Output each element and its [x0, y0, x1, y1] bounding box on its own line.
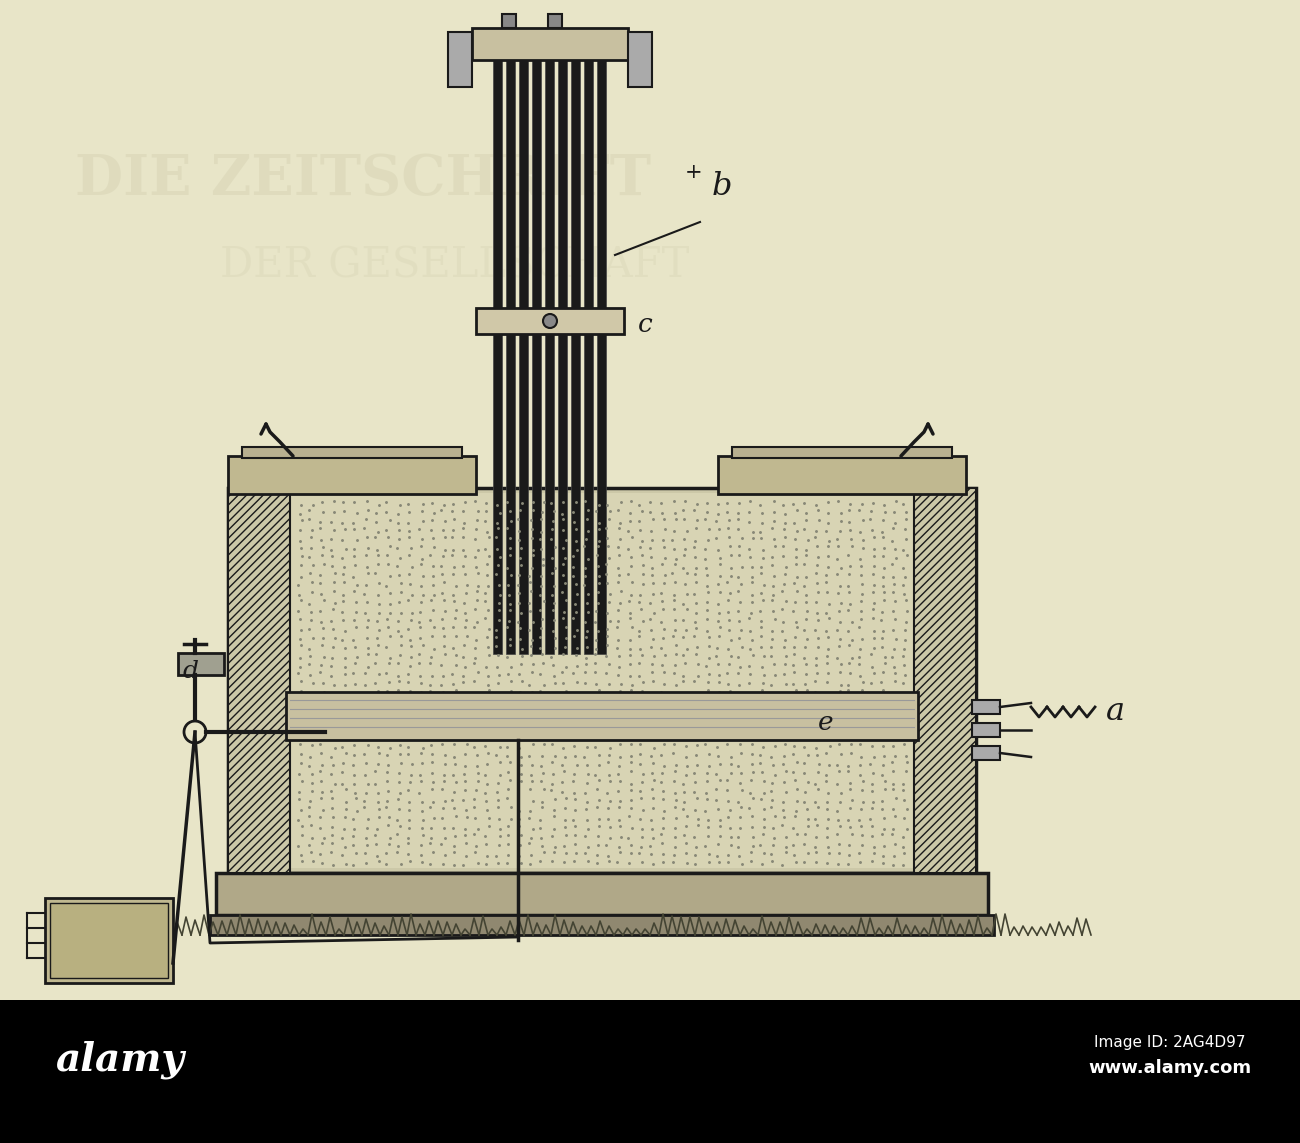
Bar [558, 59, 567, 330]
Bar [972, 746, 1000, 760]
Bar [597, 59, 606, 330]
Bar [242, 447, 462, 458]
Bar [506, 334, 515, 654]
Bar [584, 59, 593, 330]
Bar [545, 334, 554, 654]
Bar [972, 724, 1000, 737]
Bar [532, 334, 541, 654]
Bar [597, 334, 606, 654]
Bar [506, 59, 515, 330]
Bar [476, 307, 624, 334]
Text: www.alamy.com: www.alamy.com [1088, 1060, 1252, 1077]
Bar [545, 59, 554, 330]
Bar [472, 27, 628, 59]
Bar [558, 334, 567, 654]
Bar [914, 488, 976, 873]
Bar [519, 59, 528, 330]
Bar [227, 456, 476, 494]
Text: d: d [183, 661, 199, 684]
Bar [46, 898, 173, 983]
Text: c: c [638, 312, 653, 337]
Bar [493, 334, 502, 654]
Bar [211, 916, 994, 935]
Bar [49, 903, 168, 978]
Text: DER GESELLSCHAFT: DER GESELLSCHAFT [220, 245, 689, 287]
Text: a: a [1106, 696, 1124, 727]
Text: +: + [685, 163, 702, 182]
Bar [286, 692, 918, 740]
Text: Image ID: 2AG4D97: Image ID: 2AG4D97 [1095, 1034, 1245, 1049]
Bar [519, 334, 528, 654]
Bar [493, 59, 502, 330]
Text: e: e [818, 710, 833, 735]
Bar [972, 700, 1000, 714]
Bar [216, 873, 988, 916]
Bar [584, 334, 593, 654]
Text: DIE ZEITSCHRIFT: DIE ZEITSCHRIFT [75, 152, 651, 207]
Bar [571, 334, 580, 654]
Bar [290, 493, 914, 868]
Bar [532, 59, 541, 330]
Bar [502, 14, 516, 27]
Bar [0, 1000, 1300, 1143]
Bar [227, 488, 976, 873]
Circle shape [543, 314, 556, 328]
Bar [448, 32, 472, 87]
Bar [227, 488, 290, 873]
Bar [718, 456, 966, 494]
Text: alamy: alamy [55, 1041, 185, 1079]
Text: b: b [712, 171, 732, 202]
Bar [549, 14, 562, 27]
Bar [732, 447, 952, 458]
Bar [628, 32, 653, 87]
Bar [571, 59, 580, 330]
Bar [178, 653, 224, 676]
